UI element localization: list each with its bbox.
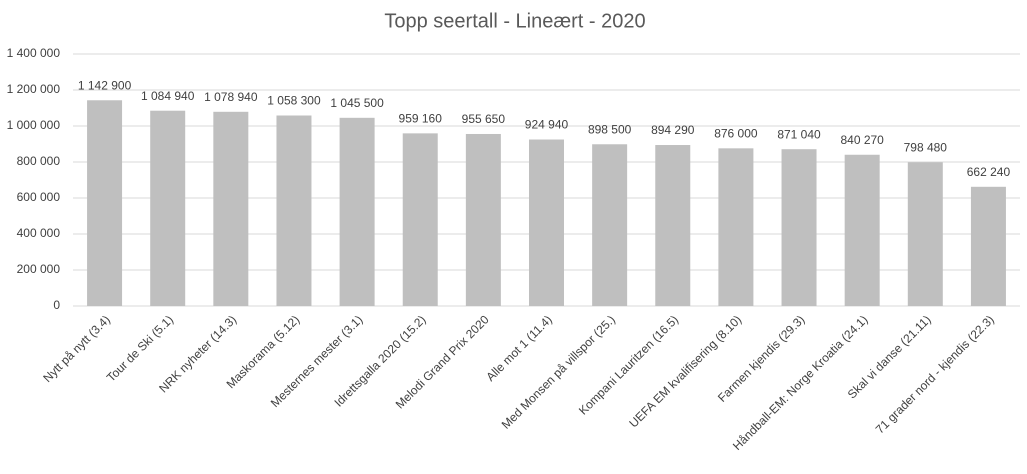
bar <box>465 133 501 306</box>
bar <box>402 133 438 306</box>
y-tick-label: 400 000 <box>17 226 61 240</box>
bar <box>781 149 817 306</box>
value-label: 894 290 <box>651 123 695 137</box>
bar <box>718 148 754 306</box>
bar <box>592 144 628 306</box>
bar <box>970 186 1006 306</box>
bar <box>276 115 312 306</box>
value-label: 1 142 900 <box>78 78 132 92</box>
bar <box>150 110 186 306</box>
bar <box>655 145 691 306</box>
value-label: 1 084 940 <box>141 89 195 103</box>
x-tick-label: Alle mot 1 (11.4) <box>483 312 555 384</box>
x-tick-label: 71 grader nord - kjendis (22.3) <box>873 312 997 436</box>
x-tick-label: UEFA EM kvalifisering (8.10) <box>626 312 744 430</box>
bar <box>844 154 880 306</box>
value-label: 1 058 300 <box>267 94 321 108</box>
bar <box>87 100 123 306</box>
y-tick-label: 0 <box>53 298 60 312</box>
y-tick-label: 600 000 <box>17 190 61 204</box>
bar <box>529 139 564 306</box>
x-tick-label: Håndball-EM: Norge Kroatia (24.1) <box>730 312 871 453</box>
y-tick-label: 1 200 000 <box>7 82 61 96</box>
y-tick-label: 800 000 <box>17 154 61 168</box>
y-tick-label: 200 000 <box>17 262 61 276</box>
value-label: 955 650 <box>462 112 506 126</box>
value-label: 876 000 <box>714 126 758 140</box>
value-label: 898 500 <box>588 122 632 136</box>
x-tick-label: Tour de Ski (5.1) <box>104 312 176 384</box>
y-tick-label: 1 400 000 <box>7 46 61 60</box>
x-tick-label: Nytt på nytt (3.4) <box>40 312 113 385</box>
value-label: 1 078 940 <box>204 90 258 104</box>
value-label: 798 480 <box>904 140 948 154</box>
x-tick-label: Med Monsen på villspor (25.) <box>499 312 618 431</box>
value-label: 1 045 500 <box>330 96 384 110</box>
bar <box>213 111 249 306</box>
value-label: 871 040 <box>777 127 821 141</box>
value-label: 924 940 <box>525 118 569 132</box>
value-label: 662 240 <box>967 165 1011 179</box>
value-label: 840 270 <box>840 133 884 147</box>
bar <box>339 117 375 306</box>
chart-title: Topp seertall - Lineært - 2020 <box>384 10 645 32</box>
y-tick-label: 1 000 000 <box>7 118 61 132</box>
value-label: 959 160 <box>399 112 443 126</box>
bar <box>907 162 943 306</box>
